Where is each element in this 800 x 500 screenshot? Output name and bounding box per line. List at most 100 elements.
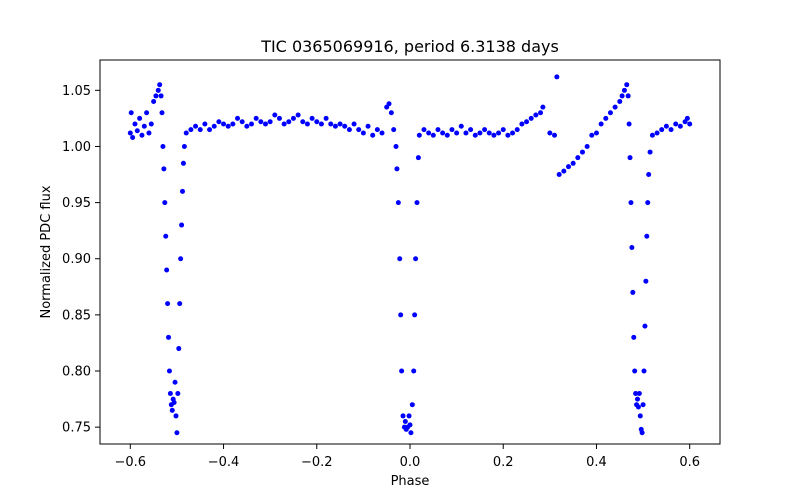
x-tick-label: 0.6 [679,455,700,470]
data-point [193,123,199,129]
data-point [180,188,186,194]
data-point [286,119,292,125]
data-point [304,121,310,127]
data-point [175,390,181,396]
y-axis-ticks: 0.75 0.80 0.85 0.90 0.95 1.00 1.05 [62,84,100,436]
data-point [538,110,544,116]
data-point [633,390,639,396]
data-point [394,166,400,172]
data-point [253,115,259,121]
data-point [318,121,324,127]
data-point [130,134,136,140]
data-point [505,132,511,138]
data-point [239,119,245,125]
data-point [216,119,222,125]
data-point [174,430,180,436]
data-point [139,132,145,138]
data-point [416,132,422,138]
data-point [163,233,169,239]
data-point [141,123,147,129]
data-point [641,368,647,374]
data-point [181,143,187,149]
data-point [399,368,405,374]
data-point [337,121,343,127]
data-point [314,119,320,125]
y-tick-label: 0.90 [62,252,91,267]
data-point [408,430,414,436]
data-point [486,130,492,136]
data-point [566,164,571,170]
data-point [258,119,264,125]
data-point [561,168,567,174]
data-point [406,413,412,419]
data-point [533,112,539,118]
data-point [221,121,227,127]
data-point [593,130,599,136]
data-point [360,130,366,136]
data-point [640,402,646,408]
data-point [430,132,436,138]
data-point [645,200,651,206]
data-point [673,121,679,127]
data-point [178,256,184,262]
data-point [617,99,623,105]
data-point [225,123,231,129]
data-point [663,123,669,129]
data-point [180,160,186,166]
x-tick-label: −0.2 [301,455,333,470]
data-point [365,123,371,129]
data-point [625,93,631,99]
data-point [414,200,420,206]
data-point [468,127,474,133]
data-point [244,123,250,129]
data-point [169,407,175,413]
data-point [642,323,648,329]
data-point [262,121,268,127]
x-tick-label: 0.0 [400,455,421,470]
x-tick-label: 0.4 [586,455,607,470]
data-point [411,368,417,374]
data-point [639,430,645,436]
data-point [634,396,640,402]
data-point [167,390,173,396]
data-point [197,127,203,133]
data-point [171,399,177,405]
data-point [654,130,660,136]
data-point [598,121,604,127]
data-point [415,155,421,161]
data-point [395,200,401,206]
chart-title: TIC 0365069916, period 6.3138 days [260,37,559,56]
y-tick-label: 1.05 [62,84,91,99]
data-point [646,172,652,178]
data-point [132,121,138,127]
data-point [421,127,427,133]
data-point [356,127,362,133]
data-point [144,110,150,116]
data-point [556,172,562,178]
data-point [684,115,690,121]
data-point [402,419,408,425]
data-point [374,127,380,133]
data-point [179,222,185,228]
data-point [159,110,165,116]
data-point [148,121,154,127]
data-point [687,121,693,127]
data-point [386,101,392,107]
data-point [444,132,450,138]
x-tick-label: −0.4 [208,455,240,470]
data-point [173,413,179,419]
data-point [300,119,306,125]
data-point [328,121,334,127]
data-point [409,402,415,408]
data-point [510,130,516,136]
data-point [524,119,530,125]
data-point [584,143,590,149]
data-point [630,289,636,295]
data-point [540,104,546,110]
data-point [230,121,236,127]
data-point [570,160,576,166]
y-tick-label: 0.95 [62,196,91,211]
data-point [635,404,641,410]
data-point [393,143,399,149]
